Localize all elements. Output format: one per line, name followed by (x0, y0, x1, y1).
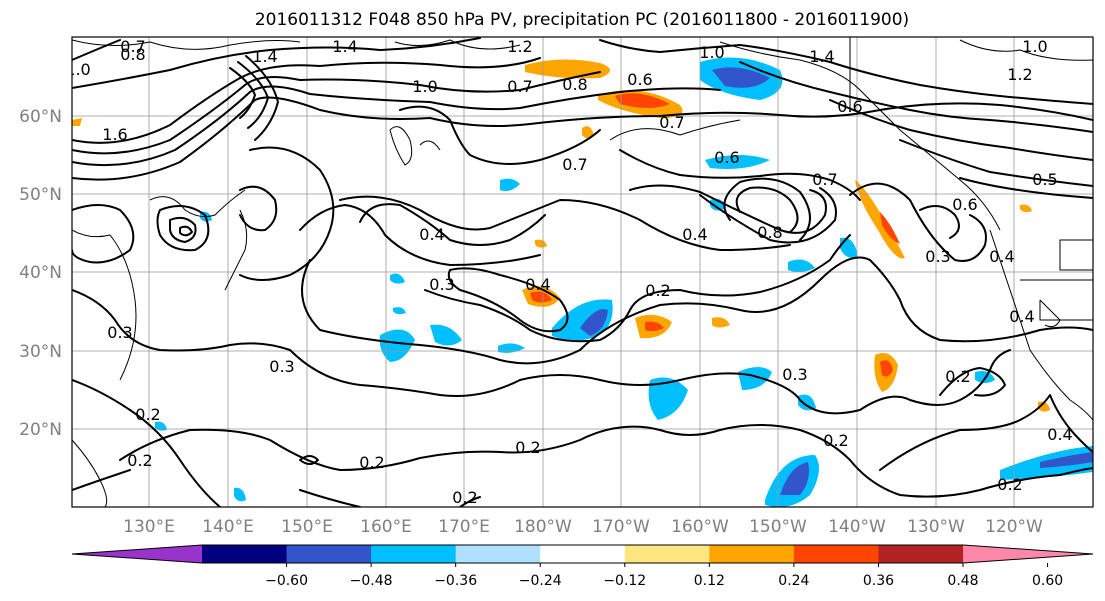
contour-label: 1.4 (252, 47, 277, 66)
contour-label: 0.7 (659, 113, 684, 132)
contour-label: 0.6 (837, 97, 862, 116)
contour-label: 1.0 (1022, 37, 1047, 56)
contour-label: 0.3 (269, 357, 294, 376)
colorbar-tick-label: −0.12 (603, 573, 646, 589)
contour-label: 0.2 (452, 488, 477, 507)
contour-label: 0.4 (525, 275, 550, 294)
contour-label: 0.5 (1032, 170, 1057, 189)
latitude-label: 60°N (19, 107, 62, 127)
longitude-label: 130°W (907, 517, 965, 537)
colorbar-tick-label: −0.48 (350, 573, 393, 589)
contour-label: 1.0 (65, 60, 90, 79)
colorbar-segment (371, 545, 457, 563)
longitude-label: 130°E (123, 517, 175, 537)
contour-label: 0.4 (1047, 425, 1072, 444)
contour-label: 1.2 (1007, 65, 1032, 84)
contour-label: 1.0 (699, 43, 724, 62)
contour-label: 0.8 (562, 75, 587, 94)
contour-label: 1.6 (102, 125, 127, 144)
colorbar-extend-low (72, 545, 202, 563)
contour-label: 0.4 (989, 247, 1014, 266)
colorbar-segment (540, 545, 626, 563)
contour-label: 0.2 (945, 367, 970, 386)
contour-label: 0.4 (1009, 307, 1034, 326)
colorbar-segment (202, 545, 288, 563)
colorbar-tick-label: 0.12 (694, 573, 725, 589)
contour-label: 0.3 (925, 247, 950, 266)
colorbar-segment (455, 545, 541, 563)
colorbar-tick-label: 0.48 (947, 573, 978, 589)
contour-label: 0.4 (419, 225, 444, 244)
contour-label: 0.7 (507, 77, 532, 96)
contour-label: 0.7 (812, 170, 837, 189)
map-frame (71, 36, 1094, 508)
colorbar-segment (286, 545, 372, 563)
contour-label: 0.7 (120, 37, 145, 56)
longitude-label: 140°E (202, 517, 254, 537)
colorbar-segment (624, 545, 710, 563)
contour-label: 0.3 (429, 275, 454, 294)
colorbar-segment (709, 545, 795, 563)
contour-label: 0.3 (782, 365, 807, 384)
longitude-label: 120°W (985, 517, 1043, 537)
colorbar-segment (878, 545, 964, 563)
latitude-labels: 60°N 50°N 40°N 30°N 20°N (19, 107, 62, 440)
contour-label: 0.8 (120, 45, 145, 64)
contour-label: 0.2 (823, 431, 848, 450)
contour-label: 0.2 (127, 451, 152, 470)
contour-label: 0.6 (952, 195, 977, 214)
colorbar-tick-label: −0.36 (434, 573, 477, 589)
coastlines (72, 37, 1093, 507)
colorbar-tick-label: 0.36 (863, 573, 894, 589)
longitude-label: 170°W (592, 517, 650, 537)
colorbar-tick-label: −0.60 (265, 573, 308, 589)
contour-label: 0.3 (107, 323, 132, 342)
contour-label: 0.4 (682, 225, 707, 244)
contour-label: 1.4 (809, 47, 834, 66)
contour-label: 0.6 (714, 148, 739, 167)
longitude-label: 170°E (438, 517, 490, 537)
latitude-label: 20°N (19, 420, 62, 440)
contour-label: 0.6 (627, 70, 652, 89)
contour-label: 0.8 (757, 223, 782, 242)
colorbar-extend-high (963, 545, 1093, 563)
contour-label: 0.2 (359, 453, 384, 472)
contour-label: 0.7 (562, 155, 587, 174)
longitude-label: 150°E (281, 517, 333, 537)
latitude-label: 50°N (19, 185, 62, 205)
colorbar-tick-label: 0.60 (1032, 573, 1063, 589)
colorbar-outline (71, 544, 1094, 564)
contour-label: 1.4 (332, 37, 357, 56)
contour-label: 1.0 (412, 77, 437, 96)
longitude-label: 160°W (671, 517, 729, 537)
contour-labels: 0.70.8 1.41.41.01.20.7 0.8 0.61.0 1.41.20.61… (65, 37, 1073, 507)
contour-label: 1.2 (507, 37, 532, 56)
longitude-label: 150°W (749, 517, 807, 537)
longitude-label: 140°W (828, 517, 886, 537)
longitude-label: 180°W (514, 517, 572, 537)
longitude-labels: 130°E 140°E 150°E 160°E 170°E 180°W 170°W 160°W… (123, 517, 1043, 537)
latitude-label: 40°N (19, 263, 62, 283)
figure-title: 2016011312 F048 850 hPa PV, precipitatio… (255, 10, 909, 30)
latitude-label: 30°N (19, 342, 62, 362)
pv-contours (72, 37, 1093, 507)
contour-label: 0.2 (515, 438, 540, 457)
contour-label: 0.2 (135, 405, 160, 424)
colorbar-segment (793, 545, 879, 563)
map-panel: 0.70.8 1.41.41.01.20.7 0.8 0.61.0 1.41.20.61… (19, 36, 1094, 537)
colorbar: −0.60 −0.48 −0.36 −0.24 −0.12 0.12 0.24 0.36 0.4… (71, 544, 1094, 589)
contour-label: 0.2 (645, 281, 670, 300)
longitude-label: 160°E (360, 517, 412, 537)
contour-label: 0.2 (997, 475, 1022, 494)
colorbar-tick-label: −0.24 (519, 573, 562, 589)
colorbar-tick-label: 0.24 (778, 573, 809, 589)
